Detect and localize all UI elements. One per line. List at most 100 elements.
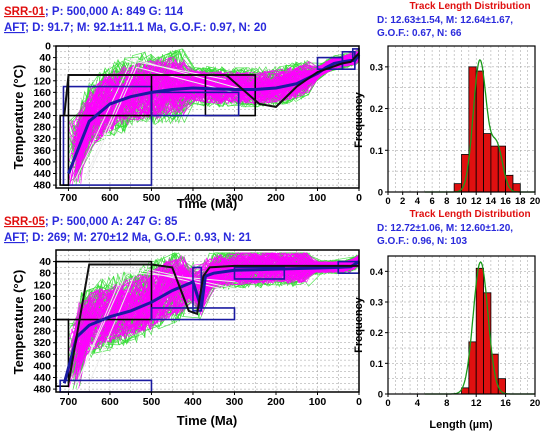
y-tick-label: 40 xyxy=(39,52,51,64)
x-tick-label: 500 xyxy=(143,192,161,204)
histogram-bar xyxy=(497,145,506,193)
y-tick-label: 0.3 xyxy=(370,62,383,73)
magenta-model-path xyxy=(77,55,360,142)
y-tick-label: 80 xyxy=(39,268,51,280)
blue-constraint-box xyxy=(150,91,240,117)
panel1-plot-frame xyxy=(55,45,360,189)
x-tick-label: 0 xyxy=(385,196,390,207)
x-tick-label: 0 xyxy=(356,396,362,408)
y-tick-label: 0.2 xyxy=(370,328,383,339)
x-tick-label: 600 xyxy=(101,396,119,408)
y-tick-label: 0.4 xyxy=(370,267,384,278)
y-tick-label: 80 xyxy=(39,64,51,76)
magenta-model-path xyxy=(74,252,360,354)
x-tick-label: 8 xyxy=(444,196,449,207)
tld1-histogram: 00.10.20.3 0 2 4 6 8 10 12 14 16 18 20 Frequency xyxy=(353,45,541,207)
x-tick-label: 20 xyxy=(530,398,541,409)
panel1-y-axis-label: Temperature (°C) xyxy=(11,65,26,170)
panel3-x-axis-label: Time (Ma) xyxy=(177,413,237,428)
tld2-stats-line1: D: 12.72±1.06, M: 12.60±1.20, xyxy=(377,223,513,234)
histogram-bar xyxy=(475,267,484,395)
x-tick-label: 600 xyxy=(101,192,119,204)
y-tick-label: 240 xyxy=(33,110,51,122)
x-tick-label: 700 xyxy=(60,396,78,408)
x-tick-label: 100 xyxy=(309,192,327,204)
histogram-bar xyxy=(483,133,492,193)
x-tick-label: 16 xyxy=(500,398,511,409)
x-tick-label: 0 xyxy=(385,398,390,409)
y-tick-label: 480 xyxy=(33,180,51,192)
y-tick-label: 440 xyxy=(33,372,51,384)
panel1-sample-label: SRR-01 xyxy=(4,6,46,18)
x-tick-label: 200 xyxy=(267,396,285,408)
panel3-sample-label: SRR-05 xyxy=(4,216,46,228)
pale-model-path xyxy=(88,266,247,384)
tld2-x-ticks: 0 4 8 12 16 20 xyxy=(385,394,540,409)
y-tick-label: 0.1 xyxy=(370,359,384,370)
panel1-fit-lines xyxy=(63,52,361,175)
histogram-bar xyxy=(490,145,499,193)
panel3-model-stats: ; P: 500,000 A: 247 G: 85 xyxy=(45,216,178,228)
panel3-header-line2: AFT; D: 269; M: 270±12 Ma, G.O.F.: 0.93,… xyxy=(4,232,252,244)
blue-constraint-box xyxy=(233,266,286,280)
y-tick-label: 160 xyxy=(33,291,51,303)
panel3-plot-frame xyxy=(55,249,360,393)
tld2-title: Track Length Distribution xyxy=(409,209,530,220)
x-tick-label: 100 xyxy=(309,396,327,408)
x-tick-label: 20 xyxy=(530,196,541,207)
tld2-y-axis-label: Frequency xyxy=(353,296,365,353)
x-tick-label: 12 xyxy=(471,196,482,207)
panel1-header-line1: SRR-01; P: 500,000 A: 849 G: 114 xyxy=(4,6,184,18)
panel1-aft-stats: ; D: 91.7; M: 92.1±11.1 Ma, G.O.F.: 0.97… xyxy=(25,22,267,34)
y-tick-label: 280 xyxy=(33,122,51,134)
y-tick-label: 480 xyxy=(33,384,51,396)
panel1-aft-label: AFT xyxy=(4,22,26,34)
weighted-mean-path-line xyxy=(62,260,360,384)
x-tick-label: 400 xyxy=(184,396,202,408)
y-tick-label: 0.1 xyxy=(370,146,384,157)
y-tick-label: 320 xyxy=(33,337,51,349)
x-tick-label: 400 xyxy=(184,192,202,204)
tld2-x-axis-label: Length (µm) xyxy=(429,419,492,431)
y-tick-label: 400 xyxy=(33,360,51,372)
y-tick-label: 0 xyxy=(45,41,51,53)
y-tick-label: 120 xyxy=(33,279,51,291)
y-tick-label: 0.2 xyxy=(370,104,383,115)
panel3-x-ticks: 700 600 500 400 300 200 100 0 xyxy=(60,392,362,408)
x-tick-label: 2 xyxy=(400,196,405,207)
x-tick-label: 4 xyxy=(415,398,421,409)
x-tick-label: 16 xyxy=(500,196,511,207)
x-tick-label: 300 xyxy=(226,396,244,408)
magenta-model-path xyxy=(72,255,360,357)
y-tick-label: 400 xyxy=(33,156,51,168)
x-tick-label: 8 xyxy=(444,398,449,409)
x-tick-label: 18 xyxy=(515,196,526,207)
x-tick-label: 0 xyxy=(356,192,362,204)
panel3-aft-stats: ; D: 269; M: 270±12 Ma, G.O.F.: 0.93, N:… xyxy=(25,232,252,244)
tld2-stats-line2: G.O.F.: 0.96, N: 103 xyxy=(377,236,467,247)
y-tick-label: 0.3 xyxy=(370,298,383,309)
tld1-title: Track Length Distribution xyxy=(409,1,530,12)
y-tick-label: 440 xyxy=(33,168,51,180)
panel3-header-line1: SRR-05; P: 500,000 A: 247 G: 85 xyxy=(4,216,178,228)
y-tick-label: 160 xyxy=(33,87,51,99)
panel1-x-ticks: 700 600 500 400 300 200 100 0 xyxy=(60,188,362,204)
blue-constraint-box xyxy=(62,85,153,186)
panel3-y-axis-label: Temperature (°C) xyxy=(11,270,26,375)
y-tick-label: 0 xyxy=(378,188,383,199)
tld2-plot-frame xyxy=(387,255,536,395)
y-tick-label: 120 xyxy=(33,75,51,87)
y-tick-label: 40 xyxy=(39,256,51,268)
x-tick-label: 700 xyxy=(60,192,78,204)
y-tick-label: 240 xyxy=(33,314,51,326)
best-fit-path-line xyxy=(63,52,360,116)
tld1-y-ticks: 0 0.1 0.2 0.3 xyxy=(370,62,388,199)
panel1-x-axis-label: Time (Ma) xyxy=(177,196,237,211)
x-tick-label: 10 xyxy=(456,196,467,207)
y-tick-label: 320 xyxy=(33,133,51,145)
magenta-model-path xyxy=(69,252,360,371)
y-tick-label: 0 xyxy=(378,390,383,401)
